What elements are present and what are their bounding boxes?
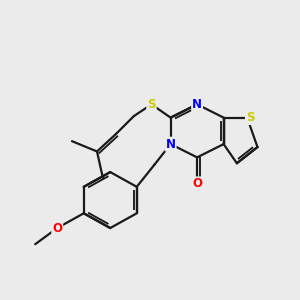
Text: N: N [166,138,176,151]
Text: S: S [246,111,254,124]
Text: O: O [192,177,202,190]
Text: N: N [192,98,202,111]
Text: S: S [147,98,156,111]
Text: O: O [52,221,62,235]
